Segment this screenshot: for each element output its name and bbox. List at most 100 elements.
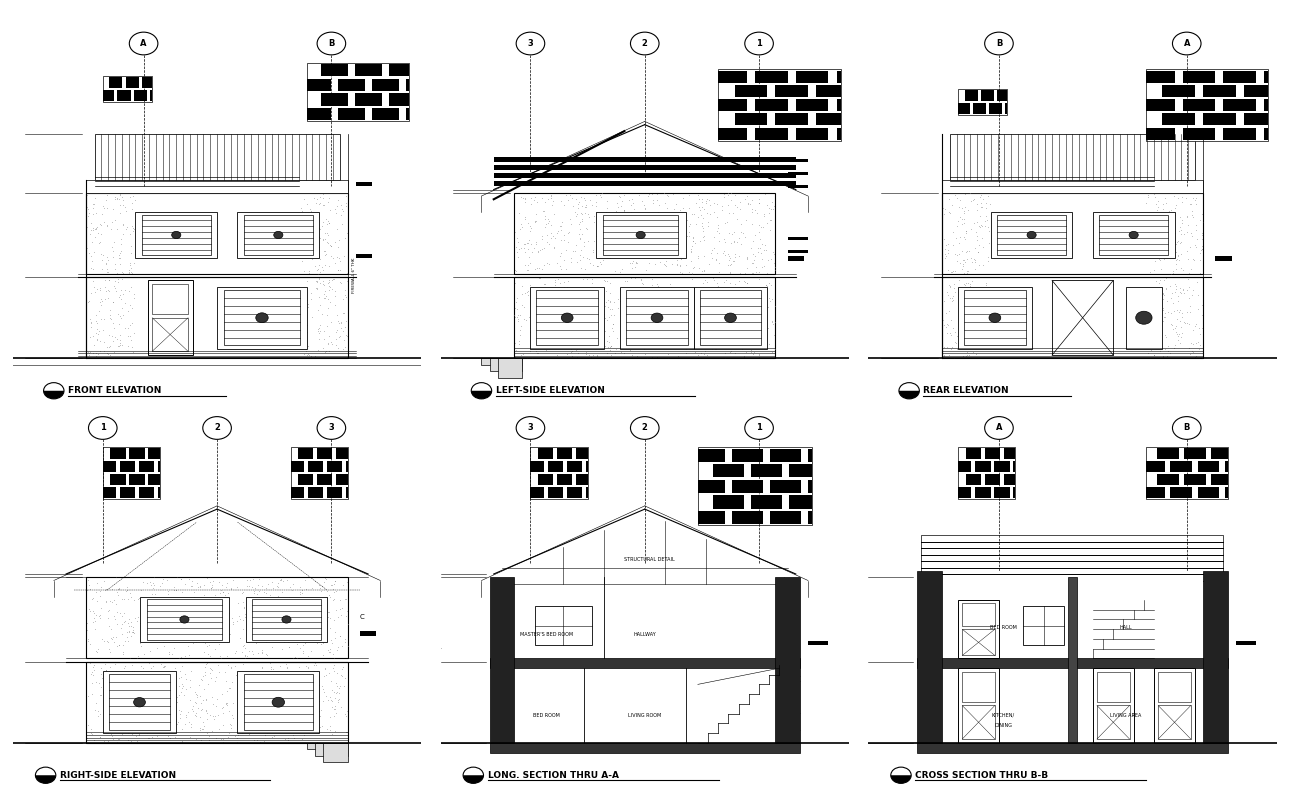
Point <box>721 288 741 301</box>
Point <box>954 213 975 226</box>
Point <box>337 330 358 343</box>
Point <box>140 579 161 592</box>
Point <box>515 238 535 251</box>
Point <box>232 587 253 600</box>
Point <box>166 717 187 730</box>
Point <box>603 324 623 337</box>
Point <box>642 301 662 314</box>
Point <box>330 316 351 328</box>
Point <box>324 631 345 644</box>
Point <box>171 651 192 664</box>
Point <box>205 602 226 615</box>
Point <box>594 301 614 314</box>
Point <box>942 199 963 211</box>
Point <box>1170 248 1191 260</box>
Point <box>780 700 801 713</box>
Bar <box>809 480 813 493</box>
Point <box>726 235 746 248</box>
Point <box>259 702 280 715</box>
Circle shape <box>985 32 1013 54</box>
Bar <box>389 64 410 76</box>
Point <box>323 593 343 606</box>
Point <box>227 668 248 681</box>
Circle shape <box>318 32 346 54</box>
Point <box>82 666 102 678</box>
Point <box>688 261 709 274</box>
Point <box>695 344 715 357</box>
Point <box>505 296 526 308</box>
Point <box>424 705 445 718</box>
Point <box>97 634 118 647</box>
Bar <box>530 461 544 473</box>
Point <box>429 590 450 602</box>
Point <box>110 328 131 341</box>
Point <box>610 284 631 296</box>
Point <box>1157 349 1178 362</box>
Point <box>1179 300 1200 312</box>
Point <box>128 687 149 700</box>
Point <box>329 331 350 344</box>
Point <box>109 340 130 352</box>
Point <box>704 322 724 335</box>
Point <box>1166 304 1187 316</box>
Point <box>105 257 126 270</box>
Point <box>630 233 651 246</box>
Point <box>581 317 601 330</box>
Point <box>557 280 578 293</box>
Point <box>577 332 597 345</box>
Point <box>978 254 999 267</box>
Point <box>220 661 241 674</box>
Point <box>410 664 430 677</box>
Point <box>194 623 215 636</box>
Point <box>1138 335 1159 348</box>
Point <box>757 279 778 292</box>
Point <box>758 337 779 350</box>
Point <box>275 678 295 690</box>
Point <box>109 582 130 595</box>
Point <box>415 627 435 640</box>
Point <box>175 650 196 662</box>
Point <box>575 221 596 234</box>
Point <box>295 688 316 701</box>
Point <box>546 301 566 314</box>
Point <box>415 673 435 686</box>
Bar <box>148 280 193 355</box>
Bar <box>1223 127 1256 139</box>
Point <box>538 309 559 322</box>
Point <box>307 612 328 625</box>
Point <box>607 215 627 227</box>
Point <box>86 349 106 362</box>
Point <box>308 321 329 334</box>
Wedge shape <box>44 391 64 399</box>
Point <box>627 287 648 300</box>
Point <box>111 339 132 352</box>
Point <box>588 252 609 265</box>
Point <box>587 348 608 361</box>
Bar <box>1265 70 1269 83</box>
Point <box>1140 208 1161 221</box>
Bar <box>1159 672 1191 702</box>
Point <box>557 194 578 207</box>
Point <box>1166 238 1187 251</box>
Point <box>321 273 342 286</box>
Point <box>308 327 329 340</box>
Point <box>573 299 594 312</box>
Point <box>953 297 973 310</box>
Point <box>89 282 110 295</box>
Bar <box>796 70 828 83</box>
Point <box>257 649 277 662</box>
Point <box>551 220 572 233</box>
Point <box>314 346 334 359</box>
Point <box>249 632 270 645</box>
Point <box>1139 248 1160 261</box>
Point <box>319 284 340 296</box>
Point <box>1177 225 1198 238</box>
Point <box>267 711 288 724</box>
Point <box>630 219 651 232</box>
Point <box>1165 338 1186 351</box>
Point <box>233 657 254 670</box>
Point <box>159 713 180 726</box>
Point <box>531 233 552 246</box>
Point <box>413 583 434 596</box>
Point <box>314 264 334 276</box>
